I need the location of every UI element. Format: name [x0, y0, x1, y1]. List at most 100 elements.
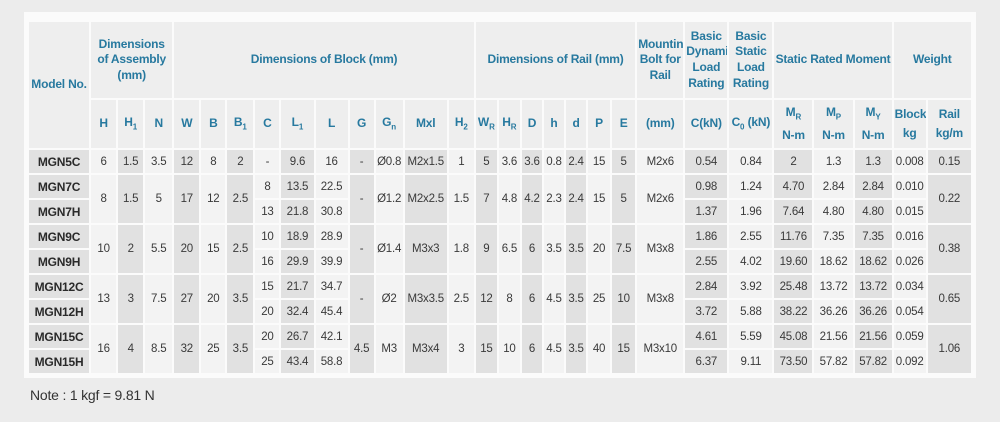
- data-cell: 7.5: [612, 225, 636, 273]
- data-cell: 2.84: [685, 275, 728, 298]
- column-header: h: [543, 100, 564, 148]
- data-cell: 0.98: [685, 175, 728, 198]
- data-cell: 0.026: [893, 250, 926, 273]
- data-cell: 1.3: [854, 150, 892, 173]
- model-cell: MGN7H: [29, 200, 90, 223]
- header-group: Weight: [893, 22, 971, 98]
- data-cell: 2.5: [227, 175, 254, 223]
- data-cell: 18.9: [281, 225, 314, 248]
- data-cell: 10: [91, 225, 117, 273]
- data-cell: 17: [174, 175, 200, 223]
- header-group: Dimensions of Rail (mm): [475, 22, 636, 98]
- data-cell: M2x1.5: [404, 150, 447, 173]
- data-cell: 9.11: [729, 350, 773, 373]
- data-cell: M2x2.5: [404, 175, 447, 223]
- data-cell: 5: [612, 150, 636, 173]
- header-group: Model No.: [29, 22, 90, 148]
- spec-table-header: Model No. Dimensions of Assembly (mm) Dime…: [29, 22, 971, 148]
- data-cell: 16: [255, 250, 280, 273]
- column-header: H: [91, 100, 117, 148]
- data-cell: 21.56: [854, 325, 892, 348]
- data-cell: 25.48: [774, 275, 813, 298]
- data-cell: 9: [475, 225, 497, 273]
- data-cell: 0.22: [927, 175, 971, 223]
- header-group: Dimensions of Block (mm): [174, 22, 474, 98]
- data-cell: 6: [521, 325, 542, 373]
- model-cell: MGN9H: [29, 250, 90, 273]
- data-cell: 32.4: [281, 300, 314, 323]
- data-cell: 3.6: [521, 150, 542, 173]
- model-cell: MGN5C: [29, 150, 90, 173]
- data-cell: M3x3.5: [404, 275, 447, 323]
- column-header: Block kg: [893, 100, 926, 148]
- data-cell: 1.96: [729, 200, 773, 223]
- data-cell: 20: [201, 275, 226, 323]
- data-cell: 8.5: [145, 325, 173, 373]
- column-header: WR: [475, 100, 497, 148]
- data-cell: 4.5: [543, 325, 564, 373]
- data-cell: 43.4: [281, 350, 314, 373]
- data-cell: 2.55: [685, 250, 728, 273]
- data-cell: 25: [588, 275, 611, 323]
- data-cell: 15: [255, 275, 280, 298]
- data-cell: 3.92: [729, 275, 773, 298]
- data-cell: 6: [91, 150, 117, 173]
- column-header: MY N-m: [854, 100, 892, 148]
- data-cell: 8: [91, 175, 117, 223]
- data-cell: M3x10: [637, 325, 684, 373]
- header-group: Dimensions of Assembly (mm): [91, 22, 173, 98]
- data-cell: 0.15: [927, 150, 971, 173]
- data-cell: 4.8: [498, 175, 520, 223]
- column-header: MR N-m: [774, 100, 813, 148]
- data-cell: 3.5: [566, 225, 587, 273]
- data-cell: 22.5: [315, 175, 348, 198]
- column-header: L1: [281, 100, 314, 148]
- data-cell: 2: [118, 225, 144, 273]
- data-cell: 3.5: [566, 275, 587, 323]
- spec-table: Model No. Dimensions of Assembly (mm) Dime…: [27, 20, 973, 375]
- data-cell: 18.62: [854, 250, 892, 273]
- table-row: MGN15H 25 43.4 58.8 6.37 9.11 73.50 57.82 57.82 0…: [29, 350, 971, 373]
- data-cell: 45.08: [774, 325, 813, 348]
- data-cell: 0.016: [893, 225, 926, 248]
- data-cell: 6: [521, 275, 542, 323]
- data-cell: 26.7: [281, 325, 314, 348]
- column-header: B1: [227, 100, 254, 148]
- data-cell: 57.82: [814, 350, 853, 373]
- data-cell: 3.5: [145, 150, 173, 173]
- data-cell: 5: [475, 150, 497, 173]
- data-cell: 4.70: [774, 175, 813, 198]
- column-header: L: [315, 100, 348, 148]
- data-cell: 34.7: [315, 275, 348, 298]
- data-cell: 13: [255, 200, 280, 223]
- header-group: Mounting Bolt for Rail: [637, 22, 684, 98]
- data-cell: M3: [375, 325, 403, 373]
- column-header: (mm): [637, 100, 684, 148]
- data-cell: 2.84: [814, 175, 853, 198]
- data-cell: 27: [174, 275, 200, 323]
- data-cell: 45.4: [315, 300, 348, 323]
- data-cell: 7.35: [854, 225, 892, 248]
- table-row: MGN12C 13 3 7.5 27 20 3.5 15 21.7 34.7- Ø2 M3x3.5 2.…: [29, 275, 971, 323]
- column-header: d: [566, 100, 587, 148]
- data-cell: 8: [201, 150, 226, 173]
- data-cell: 10: [498, 325, 520, 373]
- data-cell: 7.64: [774, 200, 813, 223]
- data-cell: 0.8: [543, 150, 564, 173]
- data-cell: 10: [612, 275, 636, 323]
- table-row: MGN12H 20 32.4 45.4 3.72 5.88 38.22 36.26 36.26 0…: [29, 300, 971, 323]
- data-cell: 2.55: [729, 225, 773, 248]
- data-cell: 32: [174, 325, 200, 373]
- data-cell: 7: [475, 175, 497, 223]
- data-cell: 4.2: [521, 175, 542, 223]
- column-header: MP N-m: [814, 100, 853, 148]
- column-header: H2: [448, 100, 474, 148]
- data-cell: 13.72: [854, 275, 892, 298]
- data-cell: 36.26: [814, 300, 853, 323]
- data-cell: 20: [255, 325, 280, 348]
- data-cell: 21.56: [814, 325, 853, 348]
- data-cell: 36.26: [854, 300, 892, 323]
- data-cell: 15: [475, 325, 497, 373]
- data-cell: Ø2: [375, 275, 403, 323]
- data-cell: 1.8: [448, 225, 474, 273]
